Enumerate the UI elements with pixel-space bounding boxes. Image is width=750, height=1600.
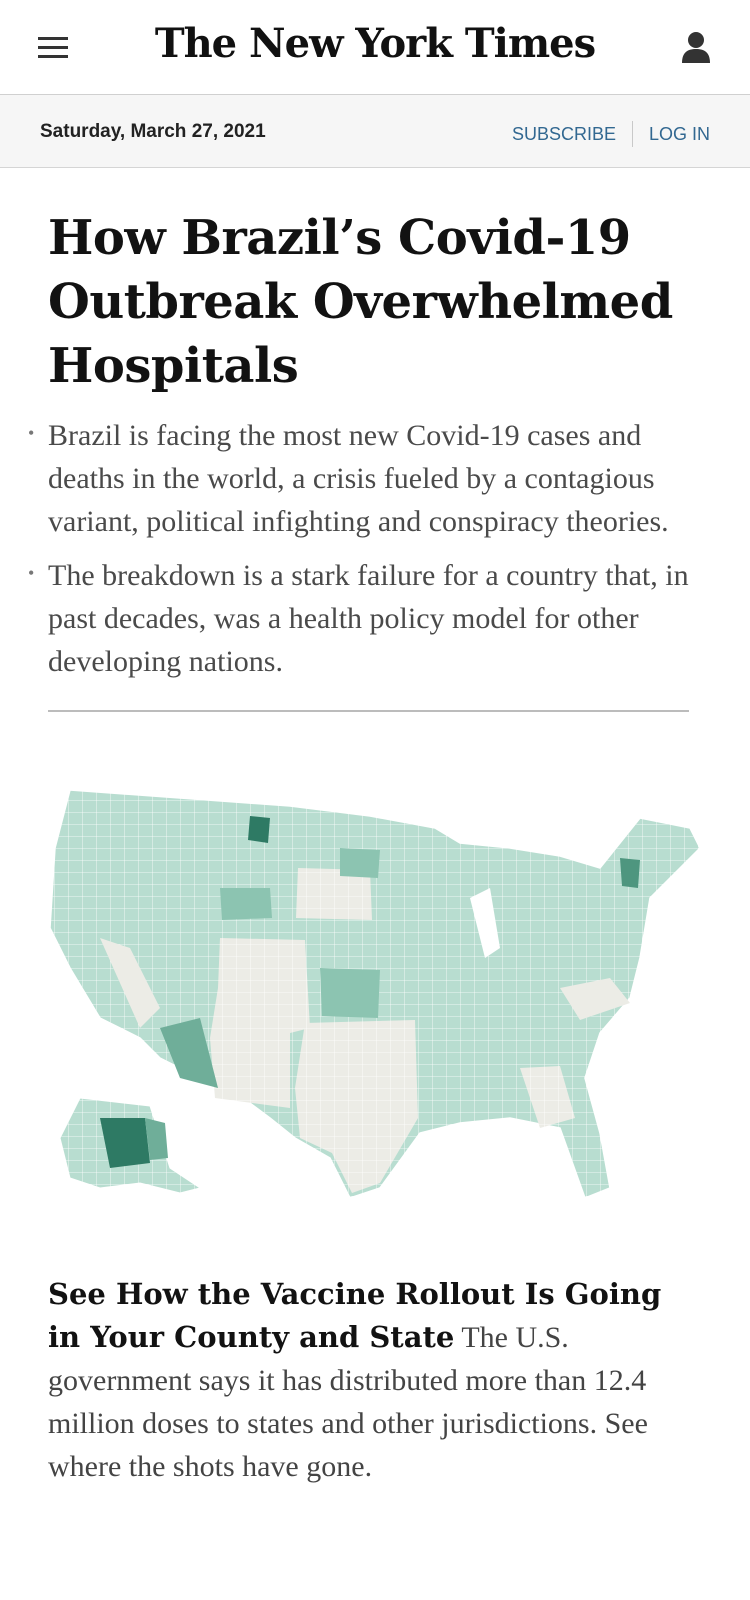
map-region-no-data xyxy=(295,1020,418,1193)
map-region-high xyxy=(160,1018,218,1088)
us-county-vaccine-map[interactable] xyxy=(40,788,708,1212)
link-separator xyxy=(631,121,633,147)
summary-item: The breakdown is a stark failure for a c… xyxy=(28,552,702,683)
map-region-high xyxy=(220,888,272,920)
map-region-high xyxy=(340,848,380,878)
article-headline[interactable]: How Brazil’s Covid-19 Outbreak Overwhelm… xyxy=(48,210,673,394)
promo-block: See How the Vaccine Rollout Is Going in … xyxy=(48,1273,702,1488)
map-region-no-data xyxy=(520,1066,575,1128)
map-region-high xyxy=(620,858,640,888)
map-region-no-data xyxy=(210,938,310,1108)
map-region-no-data xyxy=(100,938,160,1028)
date-bar: Saturday, March 27, 2021 SUBSCRIBE LOG I… xyxy=(0,95,750,168)
map-region-no-data xyxy=(296,868,372,920)
nyt-logo[interactable]: The New York Times xyxy=(154,20,596,67)
hamburger-menu-icon[interactable] xyxy=(38,37,68,59)
map-great-lakes xyxy=(470,888,500,958)
top-bar: The New York Times xyxy=(0,0,750,95)
main-content: How Brazil’s Covid-19 Outbreak Overwhelm… xyxy=(0,206,750,1488)
summary-item: Brazil is facing the most new Covid-19 c… xyxy=(28,412,702,543)
map-region-high xyxy=(145,1118,168,1160)
current-date: Saturday, March 27, 2021 xyxy=(40,121,266,142)
login-link[interactable]: LOG IN xyxy=(648,123,710,144)
promo-headline[interactable]: See How the Vaccine Rollout Is Going in … xyxy=(48,1277,662,1354)
subscribe-link[interactable]: SUBSCRIBE xyxy=(511,123,616,144)
map-region-high xyxy=(100,1118,150,1168)
map-region-high xyxy=(248,816,270,843)
map-region-high xyxy=(320,968,380,1018)
promo-summary: The U.S. government says it has distribu… xyxy=(48,1321,648,1483)
map-region-no-data xyxy=(560,978,630,1020)
article-summary-list: Brazil is facing the most new Covid-19 c… xyxy=(28,412,702,683)
user-account-icon[interactable] xyxy=(680,30,712,64)
auth-links: SUBSCRIBE LOG IN xyxy=(512,121,710,147)
section-divider xyxy=(48,710,689,712)
